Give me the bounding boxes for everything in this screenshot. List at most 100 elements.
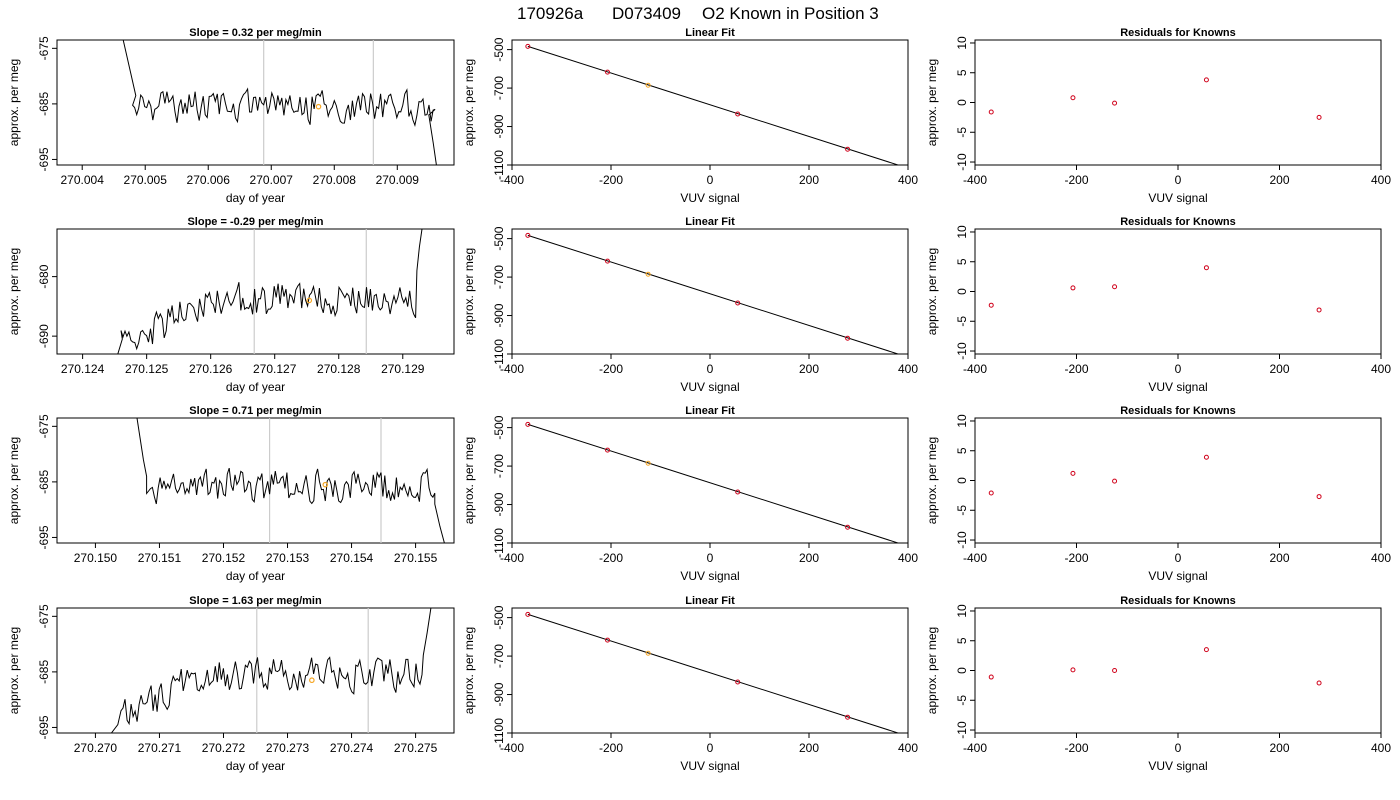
x-tick-label: 270.129 [381, 362, 425, 376]
plot-area [988, 265, 1322, 313]
x-tick-label: 400 [1371, 173, 1391, 187]
x-tick-label: 200 [1269, 551, 1289, 565]
x-axis: 270.004 270.005 270.006 270.007 270.008 270.0… [61, 165, 419, 205]
plot-frame [974, 417, 1382, 544]
highlight-point [309, 677, 315, 684]
chart-title: Linear Fit [685, 405, 735, 417]
x-axis: -400 -200 0 200 400 VUV signal [500, 354, 918, 394]
y-axis: -675 -685 -695 approx. per meg [7, 414, 57, 549]
data-point [525, 43, 531, 49]
data-point [988, 490, 994, 496]
figure-sample-id: D073409 [612, 4, 681, 23]
plot-area [988, 454, 1322, 500]
y-tick-label: -10 [955, 342, 969, 360]
title-prefix: Slope = [187, 216, 230, 228]
slope-value: 0.32 [232, 27, 253, 39]
fit-line [527, 45, 900, 165]
highlight-point [645, 460, 651, 466]
chart-title: Slope = 0.32 per meg/min [189, 27, 322, 39]
chart-title: Residuals for Knowns [1120, 27, 1236, 39]
plot-frame [974, 228, 1382, 355]
x-tick-label: 270.151 [138, 551, 182, 565]
x-axis-label: day of year [226, 759, 285, 773]
chart-title: Slope = 1.63 per meg/min [189, 595, 322, 607]
time-series-trace [117, 229, 423, 354]
plot-frame [511, 39, 909, 166]
x-tick-label: 270.273 [266, 741, 310, 755]
time-series-trace [122, 40, 437, 165]
y-axis: 10 5 0 -5 -10 approx. per meg [925, 36, 975, 171]
y-axis-label: approx. per meg [462, 437, 476, 524]
y-tick-label: -5 [955, 695, 969, 706]
y-axis: 10 5 0 -5 -10 approx. per meg [925, 604, 975, 739]
data-point [1203, 265, 1209, 271]
plot-area [122, 40, 437, 165]
data-point [525, 421, 531, 427]
y-axis: -500 -700 -900 -1100 approx. per meg [462, 226, 512, 369]
y-tick-label: -685 [37, 470, 51, 494]
plot-frame [974, 607, 1382, 734]
fit-line [527, 423, 900, 543]
y-tick-label: 10 [955, 604, 969, 618]
y-tick-label: -500 [492, 415, 506, 439]
time-series-trace [136, 418, 445, 543]
highlight-point [645, 271, 651, 277]
x-tick-label: 270.125 [125, 362, 169, 376]
y-tick-label: 10 [955, 225, 969, 239]
x-tick-label: 0 [1175, 362, 1182, 376]
x-tick-label: 270.006 [187, 173, 231, 187]
x-axis: 270.150 270.151 270.152 270.153 270.154 270.1… [74, 543, 438, 583]
plot-frame [56, 228, 455, 355]
y-axis-label: approx. per meg [925, 627, 939, 714]
y-tick-label: -900 [492, 114, 506, 138]
x-axis-label: day of year [226, 191, 285, 205]
plot-frame [511, 607, 909, 734]
x-axis-label: VUV signal [680, 759, 739, 773]
y-tick-label: -500 [492, 37, 506, 61]
data-point [988, 302, 994, 308]
y-axis-label: approx. per meg [925, 248, 939, 335]
x-tick-label: -400 [500, 173, 524, 187]
plot-area [525, 43, 900, 165]
plot-area [988, 647, 1322, 686]
data-point [1316, 680, 1322, 686]
x-tick-label: 270.150 [74, 551, 118, 565]
y-tick-label: -685 [37, 660, 51, 684]
highlight-point [645, 650, 651, 656]
title-suffix: per meg/min [253, 405, 322, 417]
y-axis-label: approx. per meg [7, 437, 21, 524]
y-tick-label: -695 [37, 715, 51, 739]
x-tick-label: 0 [1175, 173, 1182, 187]
x-axis-label: VUV signal [1148, 380, 1207, 394]
y-tick-label: -1100 [492, 150, 506, 180]
x-tick-label: 270.008 [313, 173, 357, 187]
x-tick-label: -200 [599, 173, 623, 187]
data-point [845, 524, 851, 530]
x-tick-label: 270.270 [74, 741, 118, 755]
y-axis: -680 -690 approx. per meg [7, 248, 57, 348]
x-axis: 270.124 270.125 270.126 270.127 270.128 270.1… [61, 354, 425, 394]
x-tick-label: 0 [707, 741, 714, 755]
data-point [1203, 647, 1209, 653]
plot-area [111, 608, 432, 733]
x-axis: -400 -200 0 200 400 VUV signal [500, 165, 918, 205]
x-tick-label: 200 [799, 173, 819, 187]
data-point [605, 258, 611, 264]
y-tick-label: -675 [37, 414, 51, 438]
data-point [1203, 454, 1209, 460]
chart-title: Residuals for Knowns [1120, 405, 1236, 417]
highlight-point [306, 297, 313, 304]
x-tick-label: 0 [1175, 741, 1182, 755]
y-tick-label: -500 [492, 226, 506, 250]
y-axis: -675 -685 -695 approx. per meg [7, 36, 57, 171]
x-tick-label: -200 [1064, 551, 1088, 565]
y-axis-label: approx. per meg [7, 627, 21, 714]
chart-title: Slope = 0.71 per meg/min [189, 405, 322, 417]
x-axis: -400 -200 0 200 400 VUV signal [963, 543, 1391, 583]
plot-area [136, 418, 445, 543]
chart-panel-row3-timeseries: Slope = 0.71 per meg/min 270.150 270.151 27… [7, 405, 455, 583]
x-tick-label: 270.155 [394, 551, 438, 565]
x-axis-label: day of year [226, 569, 285, 583]
y-tick-label: 10 [955, 414, 969, 428]
